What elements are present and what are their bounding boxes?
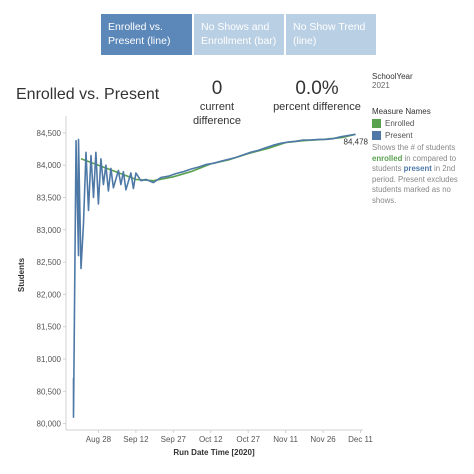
- end-value-label: 84,478: [344, 137, 369, 146]
- kpi-current-difference: 0 current difference: [176, 78, 258, 128]
- y-tick-label: 81,500: [37, 323, 62, 332]
- kpi-percent-label: percent difference: [273, 101, 361, 113]
- filter-label: SchoolYear: [372, 72, 413, 81]
- legend-label-present: Present: [385, 131, 413, 140]
- kpi-difference-value: 0: [211, 78, 223, 99]
- y-tick-label: 80,000: [37, 420, 62, 429]
- y-axis-label: Students: [17, 257, 26, 292]
- x-tick-label: Sep 27: [161, 435, 187, 444]
- y-tick-label: 84,500: [37, 129, 62, 138]
- y-tick-label: 80,500: [37, 387, 62, 396]
- kpi-percent-value: 0.0%: [295, 78, 339, 99]
- series-layer: [72, 133, 356, 418]
- y-tick-label: 82,500: [37, 258, 62, 267]
- tab-label-line1: Enrolled vs.: [108, 21, 163, 33]
- chart-description: Shows the # of students enrolled in comp…: [372, 143, 464, 206]
- note-present-word: present: [403, 164, 432, 173]
- series-line-present: [72, 133, 356, 418]
- tab-no-shows-and-enrollment[interactable]: No Shows and Enrollment (bar): [194, 14, 284, 55]
- tab-enrolled-vs-present[interactable]: Enrolled vs. Present (line): [101, 14, 192, 55]
- note-part-1: Shows the # of students: [372, 143, 456, 152]
- x-tick-label: Dec 11: [348, 435, 373, 444]
- school-year-filter[interactable]: SchoolYear 2021: [372, 72, 413, 90]
- x-tick-label: Oct 27: [236, 435, 260, 444]
- x-axis: Aug 28 Sep 12 Sep 27 Oct 12 Oct 27 Nov 11 Nov …: [66, 429, 373, 444]
- y-axis: 80,000 80,500 81,000 81,500 82,000 82,500 83,0…: [37, 116, 67, 430]
- tab-label-line2: Enrollment (bar): [201, 35, 277, 47]
- note-enrolled-word: enrolled: [372, 153, 403, 163]
- view-tabs: Enrolled vs. Present (line) No Shows and…: [101, 14, 378, 55]
- series-line-enrolled: [80, 133, 356, 182]
- y-tick-label: 83,000: [37, 226, 62, 235]
- kpi-difference-label: current difference: [192, 101, 242, 127]
- tab-label-line2: Present (line): [108, 35, 171, 47]
- y-tick-label: 81,000: [37, 355, 62, 364]
- filter-value: 2021: [372, 81, 390, 90]
- x-axis-label: Run Date Time [2020]: [173, 448, 255, 457]
- legend: Measure Names Enrolled Present: [372, 107, 431, 140]
- y-tick-label: 84,000: [37, 161, 62, 170]
- legend-item-present[interactable]: Present: [372, 131, 431, 140]
- legend-title: Measure Names: [372, 107, 431, 116]
- legend-label-enrolled: Enrolled: [385, 119, 415, 128]
- y-tick-label: 83,500: [37, 194, 62, 203]
- y-tick-label: 82,000: [37, 290, 62, 299]
- legend-item-enrolled[interactable]: Enrolled: [372, 119, 431, 128]
- kpi-percent-difference: 0.0% percent difference: [273, 78, 361, 114]
- x-tick-label: Nov 26: [310, 435, 336, 444]
- tab-label-line1: No Shows and: [201, 21, 270, 33]
- note-part-3: in 2nd period. Present excludes students…: [372, 164, 458, 205]
- tab-label-line2: (line): [293, 35, 317, 47]
- x-tick-label: Aug 28: [86, 435, 112, 444]
- tab-label-line1: No Show Trend: [293, 21, 366, 33]
- x-tick-label: Nov 11: [273, 435, 298, 444]
- x-tick-label: Oct 12: [199, 435, 223, 444]
- legend-swatch-enrolled: [372, 119, 381, 128]
- note-part-2: in compared to students: [372, 153, 457, 174]
- page-title: Enrolled vs. Present: [16, 86, 160, 103]
- x-tick-label: Sep 12: [123, 435, 149, 444]
- legend-swatch-present: [372, 131, 381, 140]
- tab-no-show-trend[interactable]: No Show Trend (line): [286, 14, 376, 55]
